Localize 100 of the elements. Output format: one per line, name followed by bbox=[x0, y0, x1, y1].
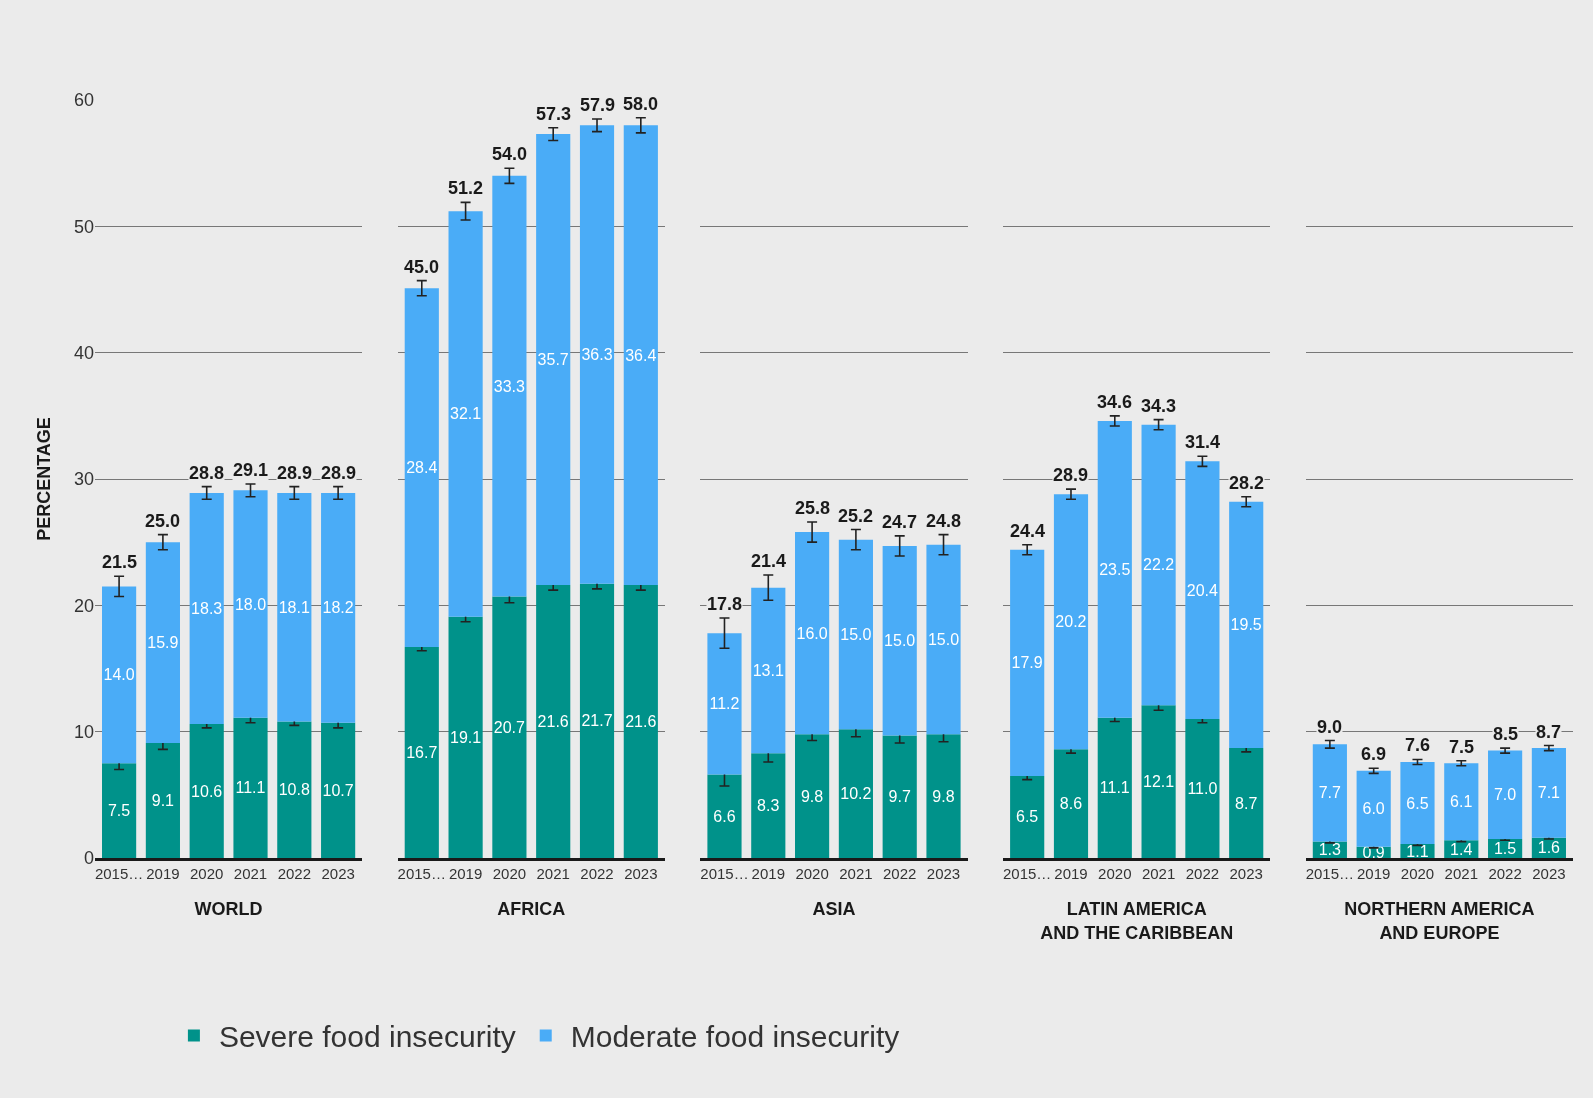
y-tick-label: 30 bbox=[73, 469, 94, 490]
data-label: 1.5 bbox=[1493, 840, 1517, 858]
bar bbox=[926, 544, 961, 735]
x-tick-label: 2020 bbox=[492, 865, 527, 882]
bar bbox=[189, 724, 224, 858]
data-label: 15.0 bbox=[840, 625, 872, 643]
bar bbox=[882, 545, 917, 736]
total-label: 34.6 bbox=[1097, 392, 1133, 412]
bar bbox=[448, 211, 483, 617]
x-axis-title: AFRICA bbox=[497, 899, 566, 920]
total-label: 21.5 bbox=[102, 552, 138, 572]
x-axis-title: LATIN AMERICA AND THE CARIBBEAN bbox=[1040, 899, 1234, 943]
data-label: 28.4 bbox=[406, 459, 438, 477]
data-label: 10.6 bbox=[191, 782, 223, 800]
data-label: 0.9 bbox=[1362, 843, 1385, 861]
data-label: 7.7 bbox=[1318, 784, 1342, 802]
data-label: 19.1 bbox=[449, 728, 482, 746]
x-tick-label: 2019 bbox=[448, 865, 483, 882]
x-tick-label: 2023 bbox=[926, 865, 961, 882]
data-label: 21.6 bbox=[625, 713, 657, 731]
bar bbox=[1097, 420, 1132, 718]
data-label: 18.3 bbox=[191, 599, 223, 617]
x-tick-label: 2015… bbox=[1305, 865, 1355, 882]
data-label: 1.1 bbox=[1406, 842, 1429, 860]
x-tick-label: 2023 bbox=[1532, 865, 1566, 882]
y-tick-label: 60 bbox=[73, 90, 94, 111]
x-tick-label: 2022 bbox=[1488, 865, 1522, 882]
data-label: 10.2 bbox=[840, 785, 872, 803]
data-label: 9.8 bbox=[800, 787, 824, 805]
data-label: 18.0 bbox=[234, 595, 267, 613]
total-label: 57.3 bbox=[536, 104, 572, 124]
bar bbox=[1444, 763, 1479, 841]
bar bbox=[795, 532, 830, 735]
bar bbox=[1010, 549, 1045, 776]
data-label: 10.7 bbox=[322, 781, 354, 799]
total-label: 28.2 bbox=[1229, 473, 1265, 493]
total-label: 8.7 bbox=[1536, 722, 1562, 742]
bar bbox=[277, 721, 312, 858]
data-label: 22.2 bbox=[1142, 556, 1175, 574]
data-label: 11.1 bbox=[1099, 779, 1130, 797]
bar bbox=[1312, 744, 1347, 842]
bar bbox=[579, 125, 615, 584]
bar bbox=[404, 288, 439, 648]
total-label: 58.0 bbox=[623, 94, 659, 114]
data-label: 17.9 bbox=[1011, 654, 1043, 672]
x-tick-label: 2015… bbox=[700, 865, 749, 882]
x-tick-label: 2023 bbox=[321, 865, 355, 882]
x-tick-label: 2020 bbox=[1098, 865, 1132, 882]
y-tick-label: 20 bbox=[73, 595, 94, 616]
data-label: 9.7 bbox=[888, 788, 911, 806]
total-label: 29.1 bbox=[233, 460, 269, 480]
data-label: 1.4 bbox=[1450, 840, 1473, 858]
bar bbox=[1185, 461, 1220, 720]
data-label: 8.6 bbox=[1059, 795, 1083, 813]
bar bbox=[1053, 749, 1089, 858]
x-tick-label: 2019 bbox=[146, 865, 180, 882]
data-label: 12.1 bbox=[1142, 773, 1175, 791]
x-tick-label: 2015… bbox=[94, 865, 144, 882]
bar bbox=[623, 125, 658, 586]
bar bbox=[1097, 717, 1132, 858]
x-tick-label: 2019 bbox=[751, 865, 785, 882]
total-label: 25.2 bbox=[838, 506, 874, 526]
total-label: 24.4 bbox=[1010, 521, 1046, 541]
data-label: 8.7 bbox=[1235, 794, 1258, 812]
total-label: 51.2 bbox=[448, 178, 484, 198]
total-label: 28.9 bbox=[1053, 465, 1089, 485]
bar bbox=[536, 585, 571, 858]
bar bbox=[579, 583, 615, 858]
bar bbox=[838, 539, 873, 730]
total-label: 17.8 bbox=[707, 594, 743, 614]
data-label: 20.2 bbox=[1055, 613, 1087, 631]
data-label: 9.8 bbox=[932, 787, 955, 805]
bar bbox=[102, 763, 137, 858]
data-label: 7.1 bbox=[1537, 784, 1561, 802]
bar bbox=[795, 734, 830, 858]
bar bbox=[233, 717, 268, 858]
total-label: 54.0 bbox=[492, 144, 528, 164]
y-tick-label: 10 bbox=[73, 721, 94, 742]
x-tick-label: 2022 bbox=[883, 865, 917, 882]
data-label: 8.3 bbox=[757, 797, 780, 815]
data-label: 15.0 bbox=[884, 632, 916, 650]
x-tick-label: 2015… bbox=[397, 865, 446, 882]
x-tick-label: 2021 bbox=[1444, 865, 1478, 882]
y-tick-label: 50 bbox=[73, 216, 94, 237]
x-tick-label: 2021 bbox=[839, 865, 873, 882]
total-label: 28.8 bbox=[189, 463, 225, 483]
data-label: 20.7 bbox=[493, 718, 526, 736]
bar bbox=[838, 729, 873, 858]
bar bbox=[1488, 750, 1523, 840]
bar bbox=[1229, 748, 1264, 858]
bar bbox=[277, 492, 312, 722]
bar bbox=[707, 774, 742, 858]
bar bbox=[492, 175, 527, 597]
data-label: 16.7 bbox=[406, 744, 438, 762]
bar bbox=[1356, 770, 1391, 847]
bar bbox=[1229, 501, 1264, 749]
data-label: 36.4 bbox=[625, 346, 657, 364]
bar bbox=[751, 587, 786, 754]
bar bbox=[145, 743, 180, 858]
x-tick-label: 2019 bbox=[1054, 865, 1088, 882]
